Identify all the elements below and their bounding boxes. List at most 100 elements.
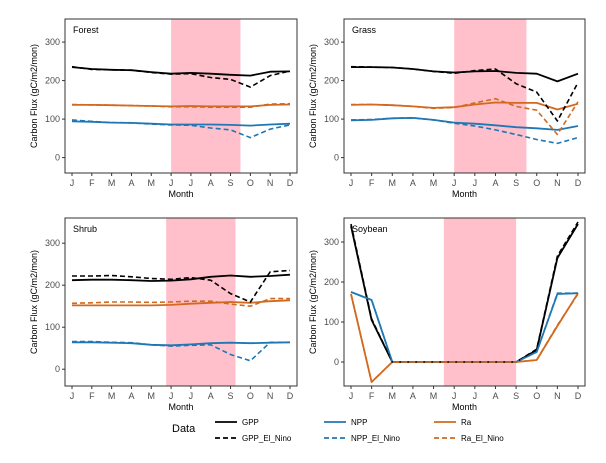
x-tick-label: M (108, 391, 116, 401)
y-tick-label: 300 (324, 37, 339, 47)
x-tick-label: J (452, 178, 457, 188)
legend-label-ra-el-nino: Ra_El_Nino (461, 434, 504, 443)
x-tick-label: A (410, 178, 416, 188)
x-tick-label: M (389, 391, 397, 401)
legend-label-npp: NPP (351, 418, 367, 427)
legend-label-ra: Ra (461, 418, 472, 427)
panel-title: Soybean (352, 224, 388, 234)
y-tick-label: 200 (45, 280, 60, 290)
x-tick-label: D (287, 391, 294, 401)
highlight-band (443, 218, 517, 386)
x-tick-label: A (128, 178, 134, 188)
series-line-gpp-el-nino (72, 269, 291, 303)
x-tick-label: S (513, 391, 519, 401)
series-lines (350, 221, 579, 383)
x-tick-label: J (70, 178, 75, 188)
legend-label-npp-el-nino: NPP_El_Nino (351, 434, 400, 443)
x-tick-label: S (513, 178, 519, 188)
x-tick-label: A (208, 391, 214, 401)
x-tick-label: N (554, 391, 561, 401)
y-tick-label: 300 (324, 237, 339, 247)
x-tick-label: M (148, 391, 156, 401)
series-line-npp-el-nino (350, 291, 578, 363)
y-tick-label: 200 (324, 76, 339, 86)
x-tick-label: D (287, 178, 294, 188)
x-tick-label: N (267, 178, 274, 188)
x-tick-label: D (575, 178, 582, 188)
panel-border (343, 217, 586, 387)
series-line-ra-el-nino (351, 97, 579, 136)
x-tick-label: A (128, 391, 134, 401)
x-tick-label: D (575, 391, 582, 401)
x-axis-label: Month (452, 189, 477, 199)
y-axis-label: Carbon Flux (gC/m2/mon) (308, 44, 318, 148)
x-tick-label: A (208, 178, 214, 188)
panel-title: Grass (352, 25, 377, 35)
x-tick-label: J (169, 178, 174, 188)
x-tick-label: J (473, 391, 478, 401)
series-line-gpp (71, 273, 291, 282)
panel-border (64, 217, 298, 387)
y-tick-label: 0 (55, 364, 60, 374)
x-tick-label: N (554, 178, 561, 188)
y-tick-label: 200 (324, 277, 339, 287)
y-tick-label: 100 (45, 114, 60, 124)
y-tick-label: 100 (324, 317, 339, 327)
panel-soybean: Soybean 0 100 200 300 J F M A M J J A S O N D Month Carbon… (308, 217, 586, 412)
series-line-npp-el-nino (350, 117, 579, 145)
x-tick-label: A (410, 391, 416, 401)
series-line-npp-el-nino (71, 119, 291, 139)
x-tick-label: S (228, 178, 234, 188)
x-tick-label: F (369, 391, 375, 401)
series-line-ra-el-nino (71, 297, 290, 308)
x-axis-label: Month (452, 402, 477, 412)
x-tick-label: J (189, 391, 194, 401)
x-tick-label: J (349, 391, 354, 401)
legend: Data GPP GPP_El_Nino NPP NPP_El_Nino Ra Ra_El_… (172, 418, 504, 443)
x-axis-label: Month (168, 189, 193, 199)
x-tick-label: M (430, 391, 438, 401)
series-line-gpp-el-nino (350, 221, 579, 363)
y-axis-label: Carbon Flux (gC/m2/mon) (308, 250, 318, 354)
panel-border (343, 18, 586, 174)
panel-border (64, 18, 298, 174)
y-axis-label: Carbon Flux (gC/m2/mon) (29, 44, 39, 148)
y-tick-label: 300 (45, 238, 60, 248)
x-axis-label: Month (168, 402, 193, 412)
series-line-npp-el-nino (72, 340, 290, 362)
x-tick-label: M (430, 178, 438, 188)
x-tick-label: F (89, 391, 95, 401)
legend-label-gpp-el-nino: GPP_El_Nino (242, 434, 292, 443)
x-tick-label: M (108, 178, 116, 188)
y-tick-label: 0 (55, 153, 60, 163)
panel-title: Forest (73, 25, 99, 35)
series-line-ra-el-nino (350, 293, 579, 383)
legend-label-gpp: GPP (242, 418, 259, 427)
y-tick-label: 100 (45, 322, 60, 332)
x-tick-label: O (247, 178, 254, 188)
panel-title: Shrub (73, 224, 97, 234)
x-tick-label: A (492, 178, 498, 188)
x-tick-label: S (228, 391, 234, 401)
series-lines (350, 65, 579, 145)
y-tick-label: 0 (334, 153, 339, 163)
panel-shrub: Shrub 0 100 200 300 J F M A M J J A S O N D Month Carbon F… (29, 217, 298, 412)
series-line-gpp-el-nino (71, 65, 291, 88)
y-tick-label: 300 (45, 37, 60, 47)
x-tick-label: F (89, 178, 95, 188)
x-tick-label: M (148, 178, 156, 188)
y-tick-label: 200 (45, 76, 60, 86)
x-tick-label: O (533, 391, 540, 401)
x-tick-label: J (452, 391, 457, 401)
x-tick-label: J (349, 178, 354, 188)
legend-title: Data (172, 423, 196, 435)
y-axis-label: Carbon Flux (gC/m2/mon) (29, 250, 39, 354)
highlight-band (454, 19, 527, 173)
panel-grass: Grass 0 100 200 300 J F M A M J J A S O N D Month Carbon F… (308, 18, 586, 199)
series-line-npp (350, 117, 579, 131)
x-tick-label: J (473, 178, 478, 188)
highlight-band (171, 19, 241, 173)
y-tick-label: 100 (324, 114, 339, 124)
series-line-gpp-el-nino (350, 65, 579, 122)
